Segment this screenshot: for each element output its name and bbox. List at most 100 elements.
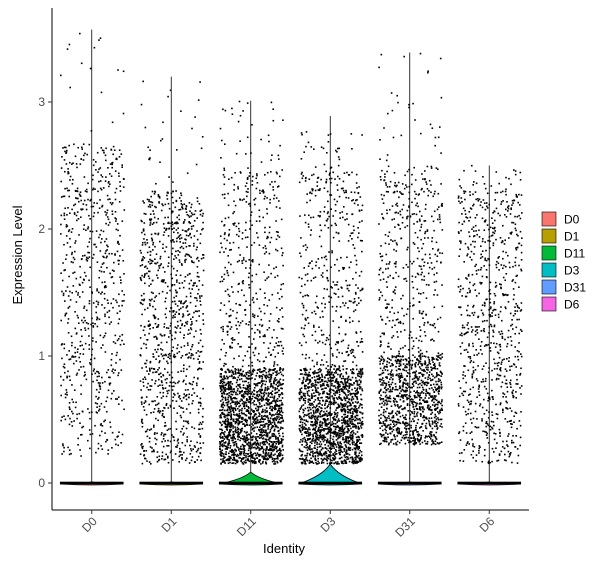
- data-point: [263, 292, 266, 294]
- data-point: [182, 425, 185, 428]
- data-point: [223, 375, 225, 377]
- data-point: [266, 397, 268, 399]
- data-point: [281, 411, 284, 414]
- data-point: [245, 323, 247, 325]
- data-point: [171, 381, 173, 384]
- data-point: [360, 338, 363, 340]
- data-point: [270, 409, 273, 411]
- data-point: [185, 230, 188, 232]
- data-point: [276, 460, 278, 463]
- data-point: [221, 276, 223, 278]
- data-point: [270, 236, 273, 239]
- data-point: [255, 422, 258, 425]
- data-point: [257, 400, 259, 402]
- data-point: [336, 349, 339, 351]
- data-point: [346, 213, 348, 215]
- data-point: [246, 431, 248, 433]
- data-point: [237, 418, 239, 420]
- data-point: [238, 410, 241, 412]
- data-point: [263, 391, 266, 393]
- data-point: [82, 255, 84, 257]
- data-point: [312, 452, 314, 455]
- data-point: [176, 216, 178, 219]
- data-point: [238, 303, 241, 306]
- data-point: [194, 116, 196, 118]
- data-point: [61, 156, 63, 158]
- data-point: [227, 274, 230, 277]
- data-point: [253, 389, 255, 392]
- data-point: [243, 404, 245, 406]
- data-point: [141, 274, 143, 277]
- data-point: [245, 260, 247, 263]
- data-point: [256, 441, 259, 444]
- data-point: [161, 440, 163, 443]
- data-point: [263, 271, 265, 273]
- data-point: [111, 202, 114, 204]
- data-point: [103, 292, 106, 295]
- data-point: [101, 176, 104, 178]
- data-point: [155, 206, 157, 209]
- data-point: [191, 383, 194, 386]
- data-point: [228, 321, 231, 323]
- data-point: [273, 197, 275, 200]
- data-point: [65, 235, 68, 237]
- data-point: [254, 348, 257, 350]
- data-point: [225, 371, 227, 374]
- data-point: [146, 251, 149, 254]
- data-point: [69, 379, 71, 381]
- data-point: [239, 304, 242, 306]
- data-point: [336, 389, 338, 392]
- data-point: [257, 369, 260, 371]
- data-point: [274, 400, 277, 403]
- data-point: [232, 377, 234, 380]
- data-point: [307, 432, 310, 434]
- data-point: [249, 387, 251, 390]
- data-point: [142, 230, 145, 232]
- data-point: [190, 228, 193, 230]
- data-point: [144, 266, 146, 268]
- data-point: [308, 371, 310, 374]
- data-point: [331, 382, 333, 385]
- data-point: [253, 460, 256, 462]
- data-point: [243, 449, 246, 451]
- data-point: [279, 378, 282, 381]
- data-point: [146, 428, 149, 431]
- data-point: [230, 393, 233, 396]
- data-point: [116, 398, 118, 400]
- data-point: [251, 439, 253, 441]
- data-point: [259, 192, 261, 194]
- data-point: [301, 462, 303, 465]
- data-point: [303, 414, 306, 416]
- data-point: [225, 414, 228, 417]
- data-point: [334, 365, 337, 368]
- data-point: [88, 344, 91, 346]
- data-point: [280, 373, 283, 376]
- data-point: [248, 370, 251, 372]
- data-point: [101, 291, 103, 293]
- data-point: [252, 393, 255, 395]
- data-point: [196, 200, 199, 203]
- data-point: [147, 325, 150, 327]
- data-point: [359, 386, 362, 388]
- data-point: [272, 349, 275, 351]
- data-point: [152, 371, 154, 374]
- data-point: [153, 222, 155, 224]
- data-point: [220, 302, 222, 304]
- data-point: [169, 381, 172, 384]
- data-point: [173, 284, 176, 286]
- data-point: [301, 171, 303, 174]
- data-point: [108, 376, 110, 379]
- data-point: [350, 427, 352, 430]
- data-point: [230, 263, 232, 266]
- data-point: [324, 436, 327, 439]
- data-point: [332, 422, 335, 425]
- data-point: [161, 349, 164, 351]
- data-point: [219, 235, 222, 237]
- data-point: [193, 282, 195, 284]
- data-point: [244, 355, 246, 357]
- data-point: [255, 433, 258, 435]
- data-point: [325, 178, 328, 181]
- data-point: [334, 385, 336, 387]
- data-point: [69, 290, 71, 293]
- data-point: [167, 455, 169, 458]
